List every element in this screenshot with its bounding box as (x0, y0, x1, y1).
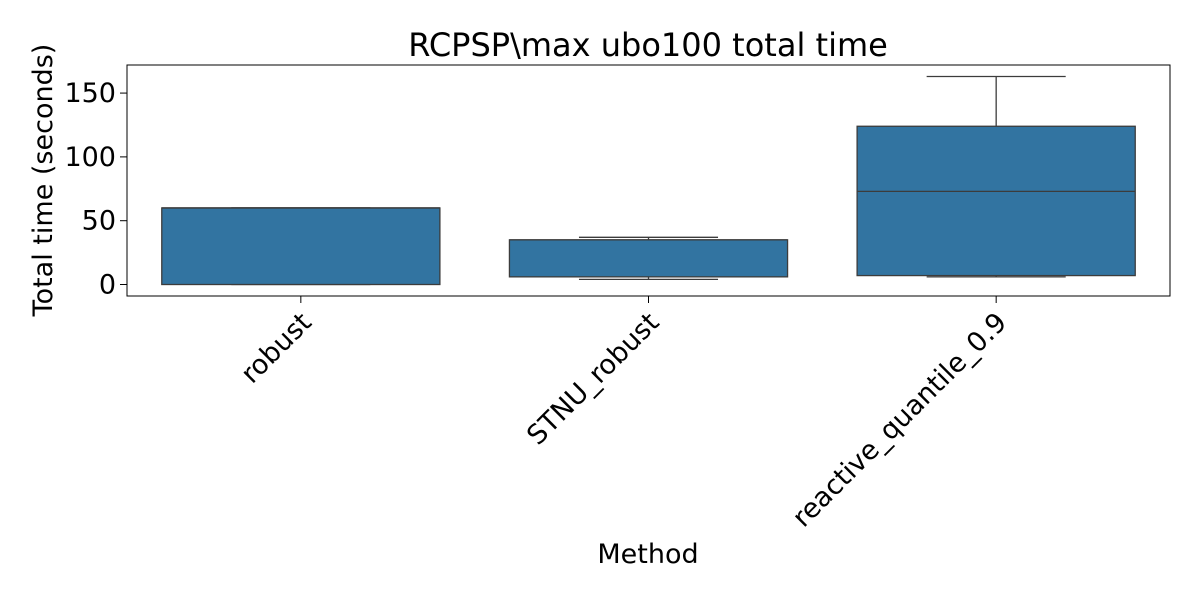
x-axis: robust STNU_robust reactive_quantile_0.9 (235, 296, 1013, 533)
y-tick-label: 150 (64, 78, 116, 109)
y-axis-label: Total time (seconds) (28, 44, 59, 318)
x-tick-label: robust (235, 307, 318, 390)
x-tick-label: reactive_quantile_0.9 (787, 307, 1013, 533)
box-robust (161, 207, 441, 286)
x-axis-label: Method (597, 539, 698, 570)
y-tick-label: 50 (82, 206, 116, 237)
box-iqr (508, 239, 789, 278)
x-tick-label: STNU_robust (521, 307, 665, 451)
box-STNU_robust (508, 236, 789, 281)
y-axis: 0 50 100 150 (64, 78, 127, 301)
y-tick-label: 100 (64, 142, 116, 173)
boxes-layer (161, 75, 1136, 286)
box-iqr (161, 207, 441, 286)
box-iqr (856, 125, 1136, 277)
box-reactive_quantile_0.9 (856, 75, 1136, 278)
y-tick-label: 0 (99, 270, 116, 301)
chart-title: RCPSP\max ubo100 total time (408, 26, 888, 64)
